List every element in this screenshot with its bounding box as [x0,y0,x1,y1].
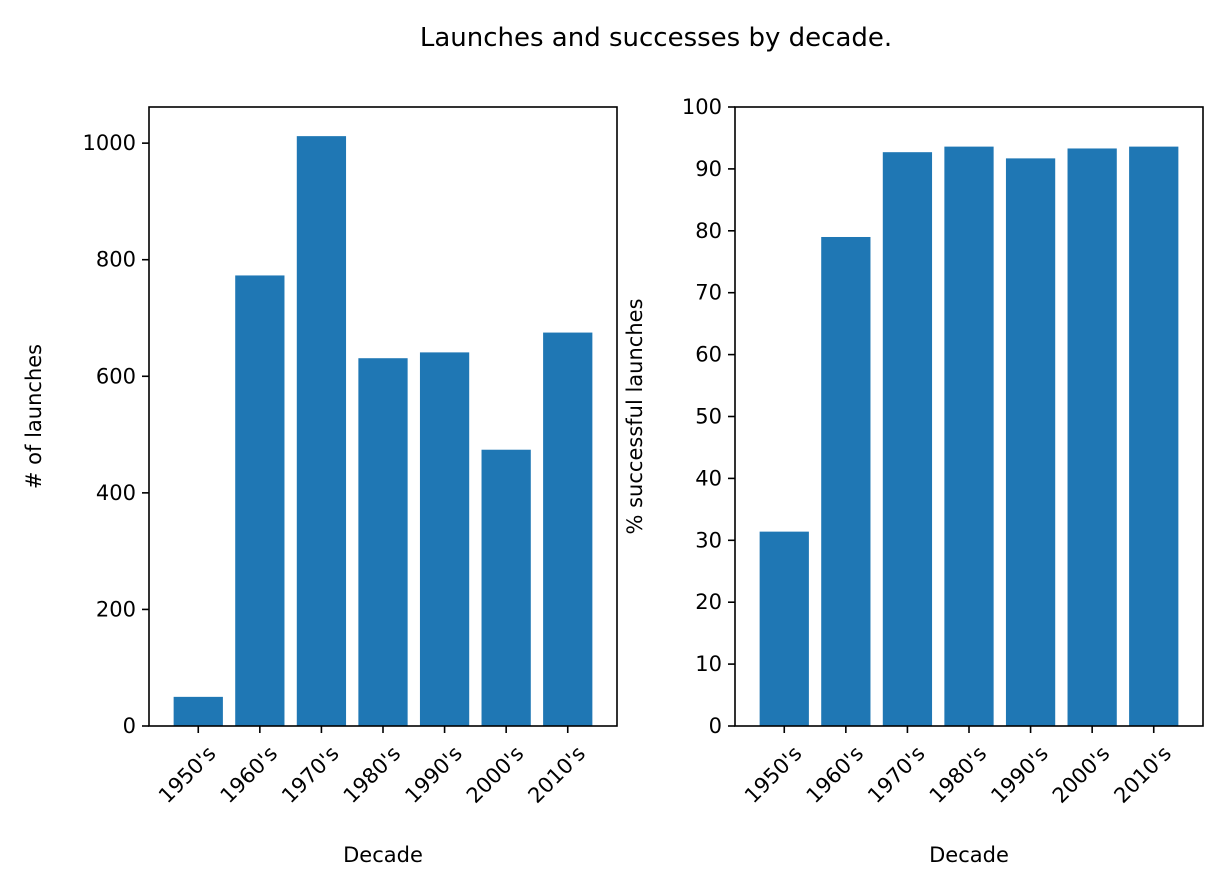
launches-bar-2 [296,136,347,726]
launches-bar-3 [358,358,408,726]
launches-y-tick-label-1: 200 [96,597,136,621]
launches-y-tick-label-3: 600 [96,364,136,388]
launches-x-ticks: 1950's1960's1970's1980's1990's2000's2010… [154,726,590,808]
launches-axes-frame [148,106,618,727]
launches-bar-6 [543,332,593,726]
success-y-tick-label-6: 60 [695,343,722,367]
success-y-tick-label-3: 30 [695,528,722,552]
success-x-axis-label: Decade [929,843,1009,867]
launches-x-tick-label-0: 1950's [154,741,221,808]
success-bar-5 [1067,148,1117,726]
success-y-tick-label-8: 80 [695,219,722,243]
launches-y-tick-label-0: 0 [123,714,136,738]
success-bar-0 [759,531,809,726]
success-x-tick-label-5: 2000's [1048,741,1115,808]
success-x-tick-label-4: 1990's [986,741,1053,808]
success-x-tick-label-6: 2010's [1109,741,1176,808]
launches-x-axis-label: Decade [343,843,423,867]
launches-y-ticks: 0 200 400 600 800 1000 [83,131,149,738]
launches-y-tick-label-5: 1000 [83,131,136,155]
launches-y-axis-label: # of launches [22,344,46,489]
success-y-tick-label-4: 40 [695,466,722,490]
success-y-tick-label-9: 90 [695,157,722,181]
launches-x-tick-label-6: 2010's [523,741,590,808]
success-bar-1 [821,236,871,727]
success-y-tick-label-1: 10 [695,652,722,676]
launches-x-tick-label-2: 1970's [277,741,344,808]
success-y-tick-label-10: 100 [682,95,722,119]
launches-panel: 1950's1960's1970's1980's1990's2000's2010… [22,106,618,867]
success-y-tick-label-2: 20 [695,590,722,614]
success-bars [759,146,1179,727]
launches-bar-4 [419,352,470,726]
success-y-axis-label: % successful launches [623,298,647,534]
launches-bars [173,136,593,726]
success-y-ticks: 0 10 20 30 40 50 60 70 80 90 100 [682,95,735,738]
launches-x-tick-label-1: 1960's [216,741,283,808]
success-bar-3 [944,146,994,727]
success-bar-4 [1005,158,1056,726]
success-axes-frame [734,106,1204,727]
chart-title: Launches and successes by decade. [420,23,892,53]
success-bar-2 [882,152,933,726]
launches-bar-0 [173,696,223,726]
launches-y-tick-label-2: 400 [96,481,136,505]
success-x-tick-label-0: 1950's [740,741,807,808]
launches-x-tick-label-3: 1980's [339,741,406,808]
success-x-ticks: 1950's1960's1970's1980's1990's2000's2010… [740,726,1176,808]
launches-x-tick-label-5: 2000's [462,741,529,808]
success-x-tick-label-1: 1960's [802,741,869,808]
launches-bar-1 [235,275,285,726]
launches-y-tick-label-4: 800 [96,248,136,272]
success-y-tick-label-0: 0 [709,714,722,738]
success-panel: 1950's1960's1970's1980's1990's2000's2010… [623,95,1204,867]
success-y-tick-label-5: 50 [695,405,722,429]
success-x-tick-label-3: 1980's [925,741,992,808]
launches-bar-5 [481,449,531,726]
launches-x-tick-label-4: 1990's [400,741,467,808]
success-x-tick-label-2: 1970's [863,741,930,808]
success-bar-6 [1129,146,1179,727]
success-y-tick-label-7: 70 [695,281,722,305]
